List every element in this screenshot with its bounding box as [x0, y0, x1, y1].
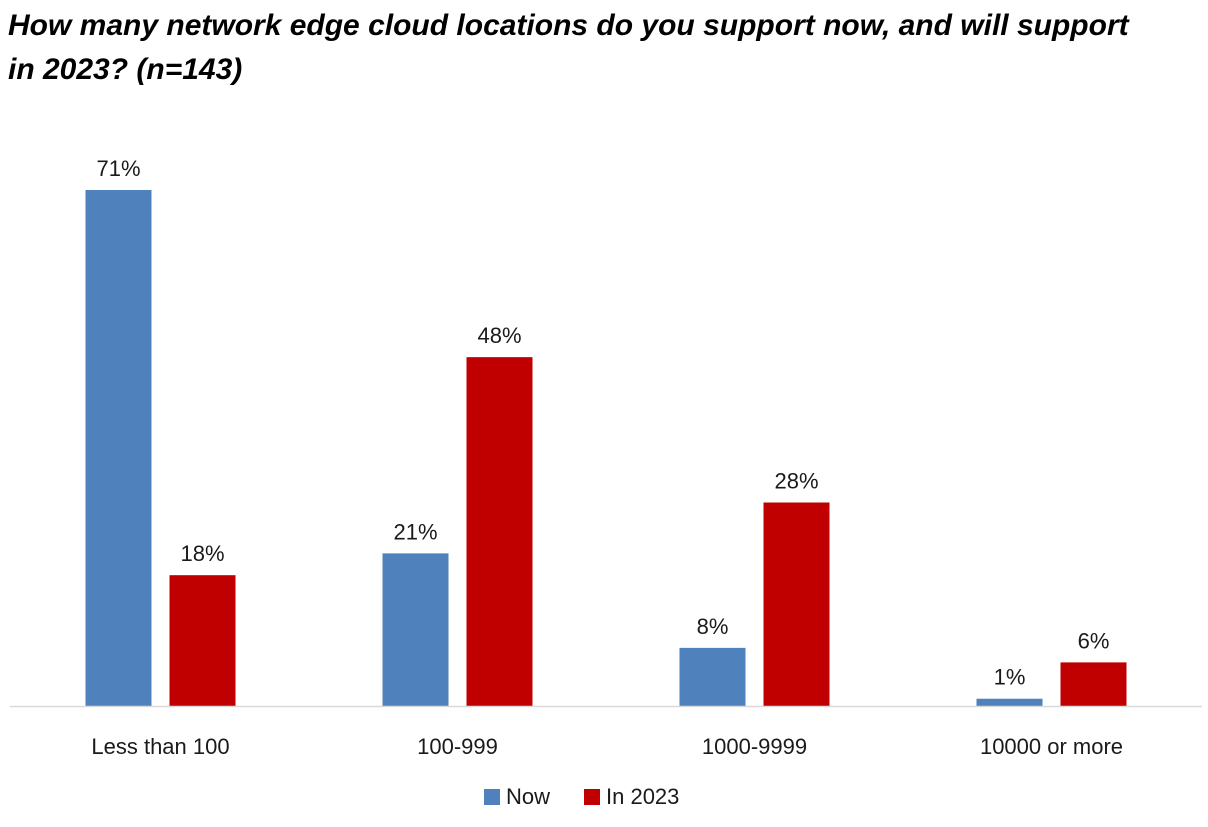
legend-swatch-now — [484, 789, 500, 805]
x-tick-label-1000-9999: 1000-9999 — [702, 734, 807, 759]
legend: Now In 2023 — [484, 784, 679, 809]
bar-now-less-than-100 — [85, 190, 152, 706]
data-labels-layer: 71% 18% 21% 48% 8% 28% 1% 6% — [96, 156, 1109, 690]
x-tick-label-10000-or-more: 10000 or more — [980, 734, 1123, 759]
data-label-now-10000-or-more: 1% — [994, 665, 1026, 690]
data-label-now-1000-9999: 8% — [697, 614, 729, 639]
data-label-in-2023-100-999: 48% — [477, 323, 521, 348]
x-tick-label-100-999: 100-999 — [417, 734, 498, 759]
data-label-now-less-than-100: 71% — [96, 156, 140, 181]
legend-label-in-2023: In 2023 — [606, 784, 679, 809]
legend-label-now: Now — [506, 784, 550, 809]
bar-now-100-999 — [382, 553, 449, 706]
data-label-in-2023-less-than-100: 18% — [180, 541, 224, 566]
bars-layer — [85, 190, 1127, 706]
bar-in-2023-100-999 — [466, 357, 533, 706]
bar-in-2023-10000-or-more — [1060, 662, 1127, 706]
bar-in-2023-less-than-100 — [169, 575, 236, 706]
x-tick-label-less-than-100: Less than 100 — [91, 734, 229, 759]
bar-now-10000-or-more — [976, 698, 1043, 706]
data-label-in-2023-1000-9999: 28% — [774, 469, 818, 494]
data-label-in-2023-10000-or-more: 6% — [1078, 628, 1110, 653]
bar-now-1000-9999 — [679, 647, 746, 706]
x-axis-tick-labels: Less than 100 100-999 1000-9999 10000 or mo… — [91, 734, 1123, 759]
chart-title: How many network edge cloud locations do… — [8, 9, 1129, 86]
data-label-now-100-999: 21% — [393, 519, 437, 544]
bar-in-2023-1000-9999 — [763, 502, 830, 706]
legend-swatch-in-2023 — [584, 789, 600, 805]
